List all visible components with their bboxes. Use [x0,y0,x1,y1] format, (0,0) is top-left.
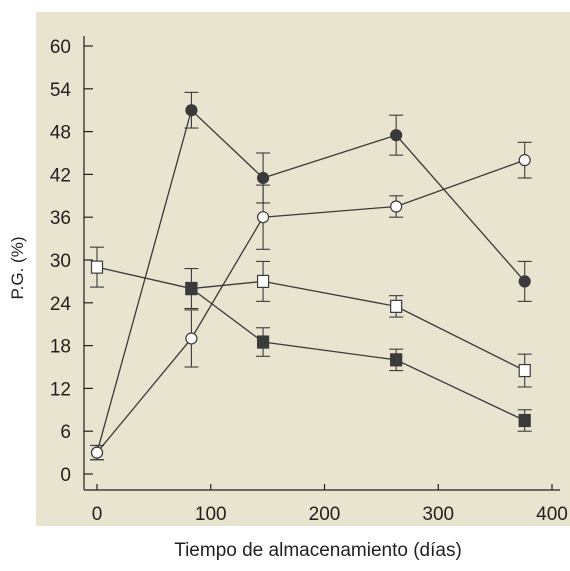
x-axis-label: Tiempo de almacenamiento (días) [174,540,462,561]
y-tick-label: 30 [50,251,71,272]
data-point [256,335,270,349]
data-point [185,332,198,345]
y-tick-label: 18 [50,337,71,358]
series-line [191,288,525,422]
data-point [518,413,531,428]
y-tick-label: 24 [50,294,72,315]
data-point [185,281,198,296]
y-tick-label: 42 [50,165,71,186]
data-point [518,154,531,167]
data-point [390,129,403,142]
y-tick-label: 60 [50,37,71,58]
y-tick-label: 6 [60,422,71,443]
y-tick-label: 12 [50,379,71,400]
data-point [256,171,270,185]
y-tick-label: 54 [50,80,72,101]
y-tick-label: 48 [50,123,71,144]
data-point [256,274,270,288]
data-point [256,211,270,224]
data-point [90,260,104,274]
axes: 0 6 12 18 24 30 36 42 48 54 60 0 100 200 300 400 [50,36,568,525]
y-axis-label: P.G. (%) [8,237,27,300]
x-tick-label: 300 [422,504,454,525]
x-tick-label: 200 [309,504,341,525]
series-filled-square [185,281,532,432]
series-open-square [90,246,532,388]
data-point [518,275,531,288]
plot-background [36,12,570,526]
data-point [90,446,104,459]
series-open-circle [90,141,532,461]
data-point [390,299,403,313]
x-tick-label: 100 [195,504,227,525]
x-tick-label: 400 [536,504,568,525]
data-point [390,353,403,367]
series-layer [90,91,532,461]
y-tick-label: 0 [60,465,71,486]
data-point [390,200,403,213]
data-point [185,104,198,117]
data-point [518,363,531,378]
y-tick-label: 36 [50,208,71,229]
x-tick-label: 0 [92,504,103,525]
